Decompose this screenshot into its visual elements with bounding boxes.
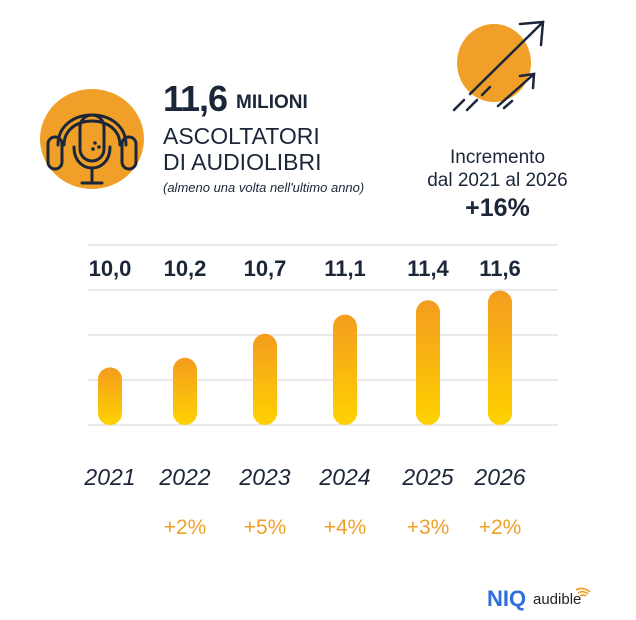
value-label: 11,6: [479, 256, 521, 281]
note: (almeno una volta nell'ultimo anno): [163, 180, 365, 195]
bar-2021: [98, 367, 122, 425]
increase-line2: dal 2021 al 2026: [427, 170, 568, 191]
headline-unit: MILIONI: [236, 92, 308, 113]
year-label: 2025: [402, 464, 454, 490]
change-label: +3%: [406, 516, 450, 539]
change-label: +2%: [163, 516, 207, 539]
year-label: 2026: [474, 464, 526, 490]
change-label: +4%: [323, 516, 367, 539]
audible-wave-icon: [575, 587, 591, 597]
change-label: +5%: [243, 516, 287, 539]
value-label: 11,4: [407, 256, 449, 281]
year-label: 2023: [239, 464, 291, 490]
bar-2026: [488, 290, 512, 425]
bar-2022: [173, 357, 197, 425]
bar-2025: [416, 300, 440, 425]
audible-logo: audible: [533, 591, 582, 608]
rising-arrows-icon: [452, 20, 545, 112]
value-label: 11,1: [324, 256, 366, 281]
increase-value: +16%: [465, 194, 530, 222]
headline-value: 11,6: [163, 78, 228, 119]
year-label: 2024: [319, 464, 371, 490]
subtitle-line1: ASCOLTATORI: [163, 123, 320, 149]
value-label: 10,2: [163, 256, 207, 281]
year-label: 2022: [159, 464, 211, 490]
bar-2024: [333, 314, 357, 425]
niq-logo: NIQ: [487, 586, 527, 611]
headphones-microphone-icon: [40, 89, 144, 189]
value-label: 10,0: [88, 256, 132, 281]
value-label: 10,7: [243, 256, 287, 281]
bar-2023: [253, 333, 277, 425]
subtitle-line2: DI AUDIOLIBRI: [163, 149, 322, 175]
year-label: 2021: [84, 464, 136, 490]
increase-line1: Incremento: [449, 147, 546, 168]
change-label: +2%: [478, 516, 522, 539]
